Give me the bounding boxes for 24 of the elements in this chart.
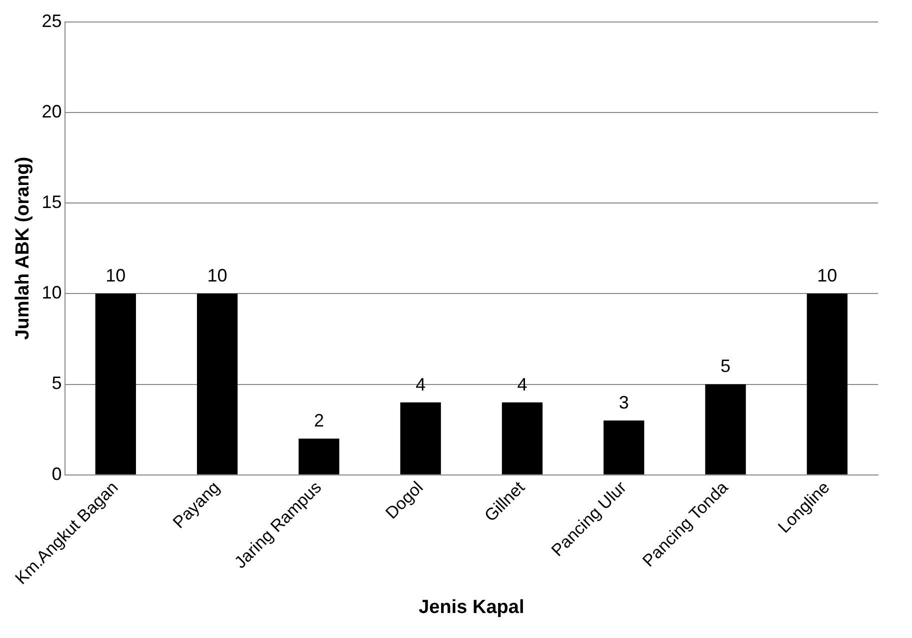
y-tick-label: 5: [52, 373, 62, 394]
bar: [502, 402, 543, 474]
y-tick-label: 10: [42, 282, 62, 303]
bar: [806, 294, 848, 474]
bar: [400, 402, 441, 474]
y-axis-title: Jumlah ABK (orang): [12, 156, 34, 340]
data-label: 4: [416, 374, 426, 394]
y-tick-label: 15: [42, 192, 62, 212]
y-tick-label: 20: [42, 101, 62, 122]
y-tick-label: 0: [52, 464, 62, 484]
y-tick-label: 25: [42, 10, 62, 31]
data-label: 5: [720, 356, 731, 376]
data-label: 2: [314, 410, 324, 431]
bar: [604, 420, 644, 474]
data-label: 10: [817, 266, 838, 286]
data-label: 4: [517, 374, 528, 394]
bar: [95, 294, 136, 474]
data-label: 10: [106, 266, 126, 286]
bar: [196, 294, 238, 474]
bar: [705, 384, 746, 474]
bar: [298, 438, 340, 474]
data-label: 3: [618, 392, 629, 412]
x-axis-title: Jenis Kapal: [418, 596, 524, 618]
data-label: 10: [207, 266, 228, 286]
